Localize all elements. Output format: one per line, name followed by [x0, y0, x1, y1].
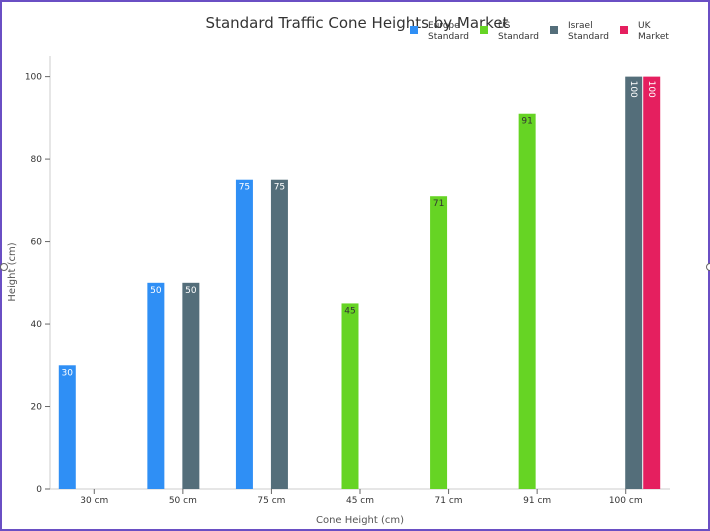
y-tick-label: 40 — [31, 320, 43, 330]
y-tick-label: 20 — [31, 403, 43, 413]
bar — [341, 303, 359, 489]
y-tick-label: 80 — [31, 155, 43, 165]
bar — [625, 76, 643, 489]
bar — [235, 179, 253, 489]
legend-swatch — [480, 26, 488, 34]
bar-value-label: 100 — [646, 81, 656, 98]
legend: EuropeStandardUSStandardIsraelStandardUK… — [410, 21, 669, 42]
bar-value-label: 100 — [628, 81, 638, 98]
x-tick-label: 100 cm — [609, 496, 643, 506]
legend-label: Market — [638, 32, 669, 42]
bar — [270, 179, 288, 489]
legend-swatch — [410, 26, 418, 34]
bar-series: 30 50 50 75 75 45 71 91 100 100 — [58, 76, 661, 489]
bar-value-label: 45 — [344, 306, 355, 316]
legend-label: Israel — [568, 21, 593, 31]
legend-label: Standard — [498, 32, 539, 42]
left-resize-handle[interactable] — [0, 263, 8, 271]
bar — [518, 113, 536, 489]
legend-label: Europe — [428, 21, 460, 31]
x-tick-label: 45 cm — [346, 496, 374, 506]
legend-swatch — [620, 26, 628, 34]
bar-value-label: 71 — [433, 199, 444, 209]
bar-value-label: 91 — [521, 117, 532, 127]
x-axis-title: Cone Height (cm) — [316, 515, 404, 526]
legend-label: UK — [638, 21, 652, 31]
x-tick-label: 30 cm — [80, 496, 108, 506]
legend-label: Standard — [568, 32, 609, 42]
bar-value-label: 30 — [62, 368, 74, 378]
bar-value-label: 75 — [274, 183, 285, 193]
bar-value-label: 50 — [150, 286, 162, 296]
legend-label: Standard — [428, 32, 469, 42]
x-tick-label: 75 cm — [257, 496, 285, 506]
right-resize-handle[interactable] — [706, 263, 710, 271]
bar-value-label: 75 — [239, 183, 250, 193]
bar — [58, 365, 76, 489]
y-axis-title: Height (cm) — [7, 242, 18, 301]
bar — [182, 282, 200, 489]
bar — [147, 282, 165, 489]
x-tick-label: 71 cm — [435, 496, 463, 506]
y-tick-label: 100 — [25, 73, 42, 83]
x-tick-label: 50 cm — [169, 496, 197, 506]
legend-label: US — [498, 21, 511, 31]
chart-title: Standard Traffic Cone Heights by Market — [206, 14, 509, 32]
bar-value-label: 50 — [185, 286, 197, 296]
y-tick-label: 60 — [31, 238, 43, 248]
bar — [643, 76, 661, 489]
legend-swatch — [550, 26, 558, 34]
y-tick-label: 0 — [36, 485, 42, 495]
x-tick-label: 91 cm — [523, 496, 551, 506]
bar — [430, 196, 448, 489]
